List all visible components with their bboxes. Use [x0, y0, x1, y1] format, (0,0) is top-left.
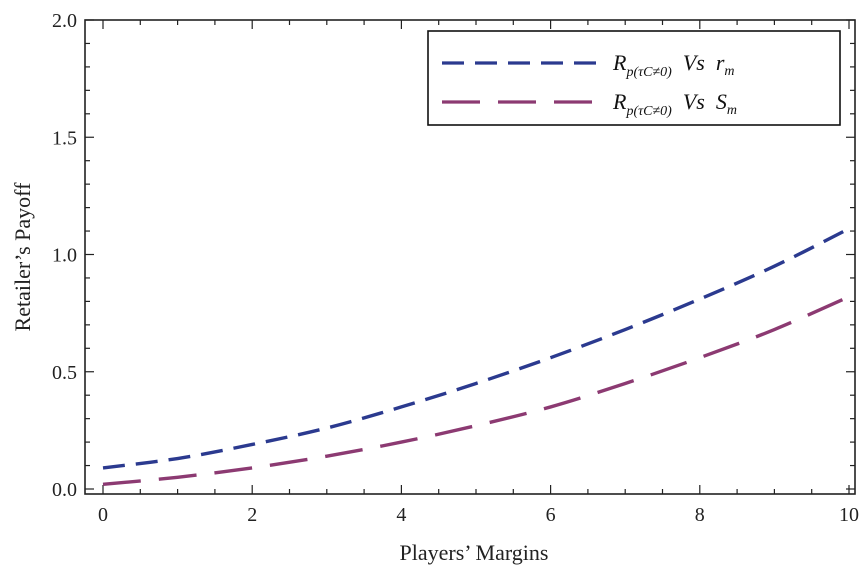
- x-axis-title: Players’ Margins: [400, 540, 549, 565]
- legend-items: Rp(τC≠0) Vs rm Rp(τC≠0) Vs Sm: [442, 50, 737, 119]
- x-tick-label: 2: [247, 504, 257, 526]
- plot-frame: [84, 19, 856, 495]
- y-tick-label: 1.5: [52, 127, 77, 149]
- legend-box: [427, 30, 841, 126]
- series-line-1: [102, 227, 850, 470]
- series-line-2: [102, 295, 850, 487]
- y-tick-label: 2.0: [52, 10, 77, 32]
- labels-layer: 0 2 4 6 8 10 0.0 0.5 1.0 1.5 2.0: [52, 10, 859, 526]
- x-tick-label: 6: [546, 504, 556, 526]
- x-tick-label: 4: [396, 504, 406, 526]
- y-axis-title: Retailer’s Payoff: [10, 182, 35, 332]
- x-tick-label: 10: [839, 504, 859, 526]
- x-tick-label: 0: [98, 504, 108, 526]
- y-tick-label: 0.5: [52, 362, 77, 384]
- legend-label-2: Rp(τC≠0) Vs Sm: [612, 89, 737, 119]
- y-tick-label: 1.0: [52, 245, 77, 267]
- legend-label-1: Rp(τC≠0) Vs rm: [612, 50, 735, 80]
- x-tick-label: 8: [695, 504, 705, 526]
- series-layer: [102, 227, 850, 487]
- y-tick-label: 0.0: [52, 479, 77, 501]
- legend: Rp(τC≠0) Vs rm Rp(τC≠0) Vs Sm: [427, 30, 841, 126]
